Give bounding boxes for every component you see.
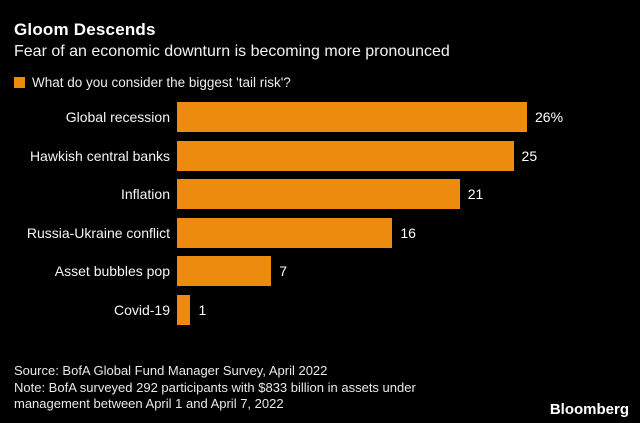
bar-row: Asset bubbles pop 7 — [14, 252, 626, 291]
category-label: Russia-Ukraine conflict — [26, 224, 170, 241]
footer-notes: Source: BofA Global Fund Manager Survey,… — [14, 363, 416, 413]
note-line-2: management between April 1 and April 7, … — [14, 396, 284, 411]
bar-track: 7 — [177, 256, 626, 287]
bar-row: Inflation 21 — [14, 175, 626, 214]
source-line: Source: BofA Global Fund Manager Survey,… — [14, 363, 328, 378]
category-label: Inflation — [120, 186, 170, 203]
bar-row: Covid-19 1 — [14, 291, 626, 330]
bloomberg-logo: Bloomberg — [549, 401, 629, 418]
bar-chart: Global recession 26% Hawkish central banks… — [14, 98, 626, 329]
category-label: Covid-19 — [113, 301, 170, 318]
bar-row: Hawkish central banks 25 — [14, 137, 626, 176]
value-label: 26% — [535, 109, 564, 126]
bar-row: Global recession 26% — [14, 98, 626, 137]
bar-track: 16 — [177, 217, 626, 248]
chart-legend: What do you consider the biggest 'tail r… — [14, 75, 626, 90]
bar — [177, 294, 191, 325]
bar-rows: Global recession 26% Hawkish central banks… — [14, 98, 626, 329]
category-label: Global recession — [65, 109, 170, 126]
bar-track: 21 — [177, 179, 626, 210]
legend-label: What do you consider the biggest 'tail r… — [32, 75, 291, 90]
bar — [177, 140, 514, 171]
value-label: 7 — [279, 263, 288, 280]
note-line-1: Note: BofA surveyed 292 participants wit… — [14, 379, 416, 395]
page-subtitle: Fear of an economic downturn is becoming… — [14, 43, 450, 60]
bar — [177, 256, 272, 287]
bar-row: Russia-Ukraine conflict 16 — [14, 214, 626, 253]
category-label: Hawkish central banks — [29, 147, 170, 164]
bar — [177, 179, 460, 210]
bar — [177, 102, 527, 133]
legend-swatch-icon — [14, 77, 25, 88]
page-title: Gloom Descends — [14, 20, 156, 39]
bar-track: 25 — [177, 140, 626, 171]
value-label: 25 — [521, 147, 538, 164]
bar — [177, 217, 393, 248]
value-label: 16 — [400, 224, 416, 241]
value-label: 1 — [198, 301, 207, 318]
category-label: Asset bubbles pop — [54, 263, 170, 280]
bar-track: 26% — [177, 102, 626, 133]
bar-track: 1 — [177, 294, 626, 325]
value-label: 21 — [467, 186, 484, 203]
